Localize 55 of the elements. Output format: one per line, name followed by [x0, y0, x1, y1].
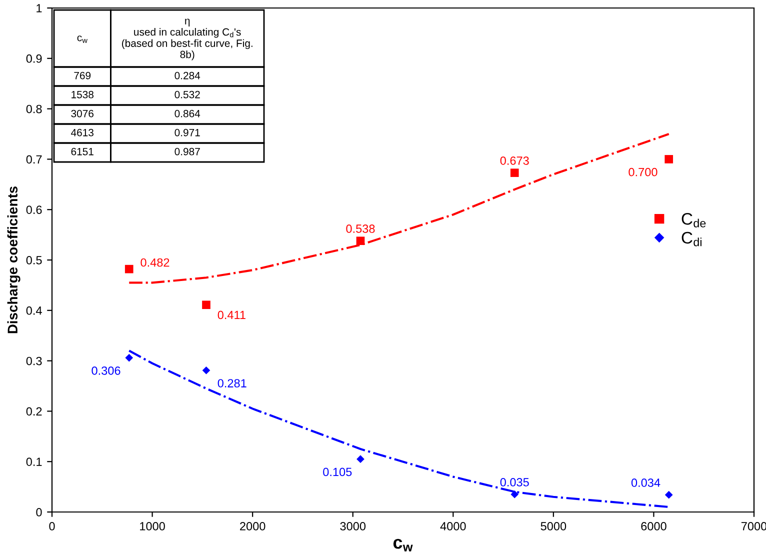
- data-label: 0.482: [140, 258, 170, 267]
- y-tick-label: 0: [36, 508, 42, 516]
- point: [356, 455, 364, 464]
- point: [664, 155, 674, 164]
- point: [202, 300, 210, 310]
- point: [664, 490, 673, 499]
- annotation: 4613: [71, 128, 94, 136]
- y-tick-label: 0.9: [26, 54, 42, 63]
- annotation: 6151: [71, 148, 94, 156]
- legend-label: C$_{de}$: [682, 212, 706, 228]
- y-tick-label: 0.8: [26, 104, 42, 114]
- y-tick-label: 1: [36, 4, 42, 12]
- x-axis-title: c$_{w}$: [393, 538, 413, 552]
- annotation: 1538: [72, 90, 94, 98]
- data-label: 0.281: [218, 379, 246, 388]
- x-tick-label: 5000: [540, 522, 566, 530]
- annotation: 0.864: [174, 110, 200, 118]
- y-tick-label: 0.5: [26, 256, 42, 264]
- y-tick-label: 0.7: [26, 155, 42, 164]
- legend-label: C$_{di}$: [682, 232, 702, 246]
- data-label: 0.411: [218, 310, 246, 320]
- annotation: 0.971: [174, 128, 200, 136]
- x-tick-label: 1000: [140, 522, 165, 530]
- data-label: 0.673: [500, 156, 529, 165]
- line-series: [128, 350, 670, 508]
- data-label: 0.035: [500, 478, 529, 486]
- data-label: 0.700: [628, 168, 658, 176]
- y-tick-label: 0.2: [26, 407, 42, 416]
- x-tick-label: 3000: [340, 522, 366, 530]
- y-axis-title: Discharge coefficients: [7, 186, 20, 334]
- annotation: 3076: [71, 110, 94, 118]
- point: [510, 490, 519, 498]
- annotation: c$_{w}$: [77, 36, 88, 43]
- point: [510, 168, 519, 177]
- annotation: η used in calculating C$_{d}$'s (based on best-fit curve, Fig. 8b): [122, 18, 252, 60]
- data-label: 0.105: [323, 468, 352, 476]
- data-label: 0.306: [92, 366, 120, 375]
- annotation: 769: [74, 72, 91, 80]
- x-tick-label: 4000: [440, 522, 466, 530]
- point: [125, 354, 134, 362]
- data-label: 0.538: [346, 224, 375, 233]
- point: [124, 264, 134, 274]
- x-tick-label: 0: [49, 522, 55, 530]
- y-tick-label: 0.1: [26, 458, 42, 466]
- y-tick-label: 0.6: [26, 206, 42, 214]
- x-tick-label: 2000: [240, 522, 266, 530]
- data-label: 0.034: [631, 478, 660, 487]
- annotation: 0.284: [174, 72, 200, 80]
- point: [202, 366, 210, 374]
- point: [356, 236, 365, 246]
- y-tick-label: 0.3: [26, 356, 42, 366]
- y-tick-label: 0.4: [26, 306, 42, 315]
- x-tick-label: 6000: [641, 522, 666, 530]
- annotation: 0.532: [174, 90, 200, 98]
- annotation: 0.987: [174, 148, 200, 156]
